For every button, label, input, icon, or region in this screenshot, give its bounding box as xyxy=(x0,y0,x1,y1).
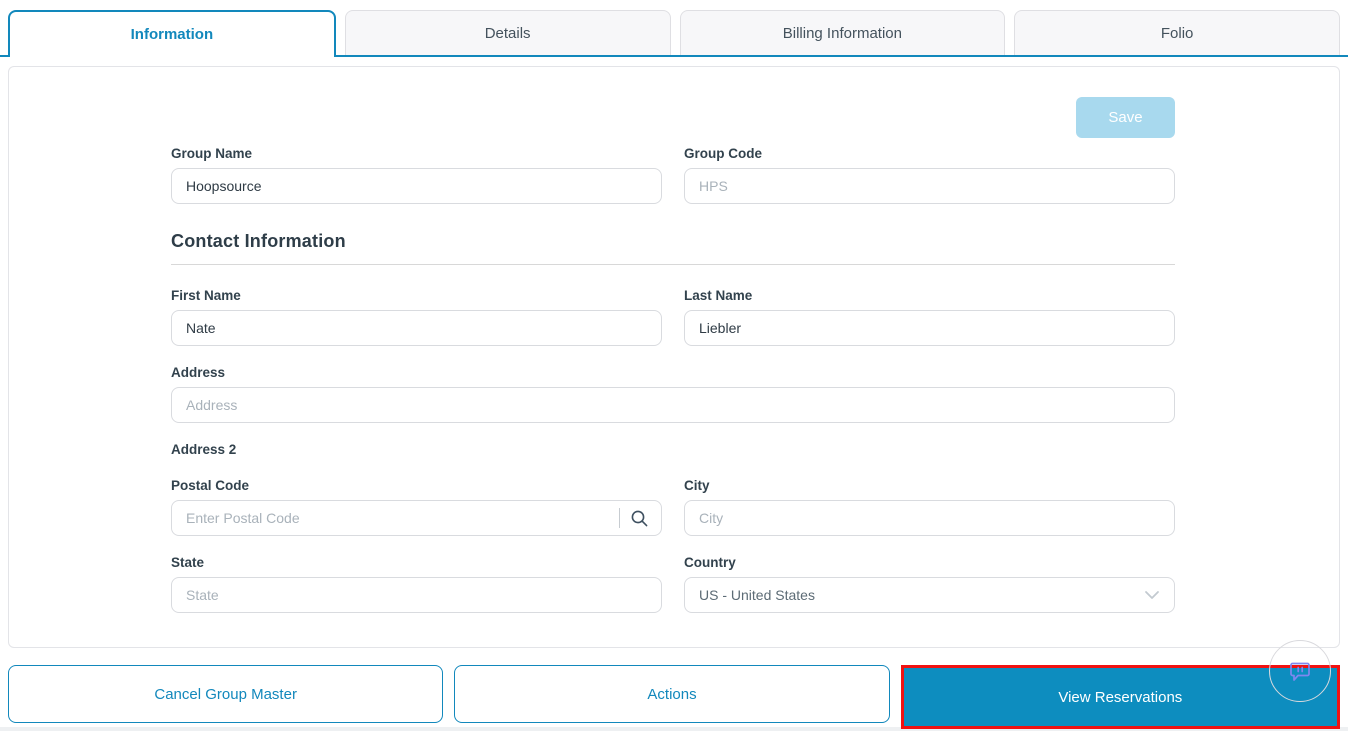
contact-information-heading: Contact Information xyxy=(171,231,346,251)
last-name-field: Last Name xyxy=(684,288,1175,346)
city-label: City xyxy=(684,478,710,493)
postal-code-label: Postal Code xyxy=(171,478,250,493)
first-name-field: First Name xyxy=(171,288,662,346)
group-code-field: Group Code xyxy=(684,146,1175,204)
tab-details[interactable]: Details xyxy=(344,10,671,55)
tab-folio[interactable]: Folio xyxy=(1014,10,1340,55)
chevron-down-icon xyxy=(1144,590,1160,600)
first-name-input[interactable] xyxy=(171,310,662,346)
search-icon[interactable] xyxy=(630,509,649,528)
footer-action-bar: Cancel Group Master Actions View Reserva… xyxy=(0,648,1348,729)
country-select[interactable]: US - United States xyxy=(684,577,1175,613)
postal-code-field: Postal Code xyxy=(171,478,662,536)
state-field: State xyxy=(171,555,662,613)
city-field: City xyxy=(684,478,1175,536)
country-selected-value: US - United States xyxy=(699,587,815,603)
city-input[interactable] xyxy=(684,500,1175,536)
address-label: Address xyxy=(171,365,226,380)
postal-code-input[interactable] xyxy=(172,501,619,535)
address-input[interactable] xyxy=(171,387,1175,423)
last-name-label: Last Name xyxy=(684,288,753,303)
group-name-input[interactable] xyxy=(171,168,662,204)
cancel-group-master-button[interactable]: Cancel Group Master xyxy=(8,665,444,723)
group-code-input[interactable] xyxy=(684,168,1175,204)
tab-bar: Information Details Billing Information … xyxy=(0,0,1348,57)
section-divider xyxy=(171,264,1175,265)
input-divider xyxy=(619,508,620,528)
country-label: Country xyxy=(684,555,736,570)
group-name-field: Group Name xyxy=(171,146,662,204)
view-reservations-button[interactable]: View Reservations xyxy=(903,668,1337,726)
tab-billing-information[interactable]: Billing Information xyxy=(679,10,1006,55)
actions-button[interactable]: Actions xyxy=(454,665,890,723)
annotation-highlight-box: View Reservations xyxy=(900,665,1340,729)
last-name-input[interactable] xyxy=(684,310,1175,346)
tab-information[interactable]: Information xyxy=(8,10,336,57)
group-code-label: Group Code xyxy=(684,146,762,161)
chat-bubble-icon xyxy=(1286,657,1314,685)
address2-label: Address 2 xyxy=(171,442,237,457)
address-field: Address xyxy=(171,365,1175,423)
group-name-label: Group Name xyxy=(171,146,253,161)
state-label: State xyxy=(171,555,205,570)
chat-widget-button[interactable] xyxy=(1269,640,1331,702)
state-input[interactable] xyxy=(171,577,662,613)
first-name-label: First Name xyxy=(171,288,241,303)
information-panel: Save Group Name Group Code Contact Infor… xyxy=(8,66,1340,648)
save-button[interactable]: Save xyxy=(1076,97,1175,138)
country-field: Country US - United States xyxy=(684,555,1175,613)
save-row: Save xyxy=(171,97,1175,138)
